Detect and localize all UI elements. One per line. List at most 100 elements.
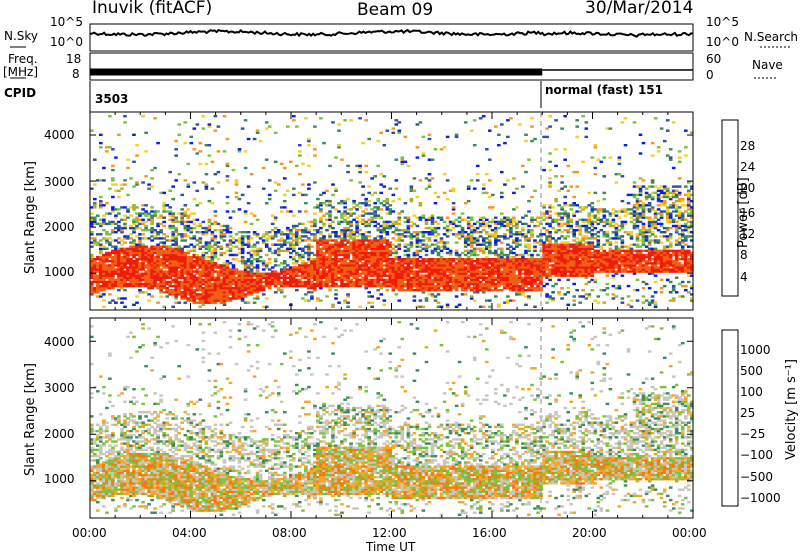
power-cell — [180, 282, 184, 286]
power-cell — [138, 266, 142, 269]
power-cell — [141, 268, 145, 271]
power-cell — [286, 189, 290, 192]
power-cell — [258, 255, 263, 259]
power-cell — [147, 299, 151, 302]
power-cell — [313, 125, 317, 128]
power-cell — [120, 239, 124, 242]
power-cell — [307, 243, 311, 246]
power-cell — [397, 239, 402, 242]
power-cell — [108, 220, 112, 224]
power-cell — [590, 224, 595, 228]
power-cell — [328, 204, 332, 207]
power-cell — [171, 249, 175, 253]
freq-label-1: Freq. — [8, 52, 38, 66]
power-cell — [156, 278, 160, 282]
power-cell — [231, 293, 236, 296]
power-cell — [358, 245, 362, 248]
power-cell — [469, 216, 474, 219]
power-cell — [192, 297, 197, 300]
power-cell — [105, 233, 109, 236]
power-cell — [111, 299, 115, 302]
power-cell — [207, 247, 212, 250]
power-cell — [183, 270, 188, 273]
power-cell — [216, 297, 221, 300]
power-cell — [207, 243, 212, 246]
power-cell — [379, 241, 383, 244]
power-cell — [156, 260, 160, 263]
power-cell — [180, 247, 184, 250]
power-cell — [388, 204, 393, 207]
power-cell — [210, 291, 215, 294]
power-cell — [177, 247, 181, 250]
power-cell — [319, 220, 323, 224]
power-cell — [325, 249, 329, 253]
power-cell — [533, 245, 537, 248]
power-cell — [340, 253, 344, 257]
power-cell — [228, 239, 233, 242]
power-cell — [102, 247, 106, 250]
power-cell — [373, 224, 377, 228]
power-cell — [171, 216, 175, 219]
power-cell — [99, 222, 103, 226]
power-cell — [153, 268, 157, 271]
power-cell — [454, 133, 459, 136]
power-cell — [153, 214, 157, 217]
power-cell — [228, 276, 233, 279]
power-cell — [382, 274, 387, 277]
power-cell — [421, 280, 426, 284]
power-cell — [177, 272, 181, 275]
power-cell — [319, 208, 323, 211]
power-cell — [171, 293, 175, 296]
power-cell — [512, 270, 516, 273]
power-cell — [111, 245, 115, 248]
power-cell — [204, 260, 209, 263]
power-cell — [174, 216, 178, 219]
power-cell — [114, 272, 118, 275]
power-cell — [231, 210, 236, 213]
power-cell — [192, 260, 197, 263]
power-cell — [123, 253, 127, 257]
power-cell — [171, 233, 175, 236]
power-cell — [231, 258, 236, 261]
power-cell — [361, 185, 365, 188]
power-cell — [186, 262, 191, 265]
power-cell — [90, 266, 94, 269]
power-cell — [90, 253, 94, 257]
power-cell — [123, 214, 127, 217]
power-cell — [255, 274, 260, 277]
power-cell — [195, 297, 200, 300]
power-cell — [337, 144, 341, 147]
power-cell — [198, 241, 203, 244]
power-cell — [433, 229, 438, 232]
power-cell — [587, 226, 592, 230]
power-cell — [210, 284, 215, 288]
power-cell — [512, 191, 516, 195]
power-cell — [168, 251, 172, 255]
power-cell — [346, 272, 350, 275]
power-cell — [454, 241, 459, 244]
power-cell — [255, 268, 260, 271]
power-cell — [192, 299, 197, 302]
power-cell — [249, 287, 254, 290]
power-cell — [334, 251, 338, 255]
power-cell — [448, 262, 453, 265]
power-cell — [286, 280, 290, 284]
power-cell — [258, 247, 263, 250]
power-cell — [442, 233, 447, 236]
power-cell — [174, 266, 178, 269]
power-cell — [189, 272, 194, 275]
power-cell — [334, 239, 338, 242]
power-cell — [304, 229, 308, 232]
power-cell — [334, 282, 338, 286]
power-cell — [509, 117, 513, 120]
power-cell — [307, 299, 311, 302]
power-cell — [581, 251, 585, 255]
power-cell — [370, 284, 374, 288]
power-cell — [198, 141, 203, 145]
power-cell — [177, 123, 181, 126]
power-cell — [273, 291, 278, 294]
power-cell — [554, 282, 558, 286]
power-cell — [243, 266, 248, 269]
power-cell — [379, 270, 383, 273]
power-cell — [246, 289, 251, 292]
